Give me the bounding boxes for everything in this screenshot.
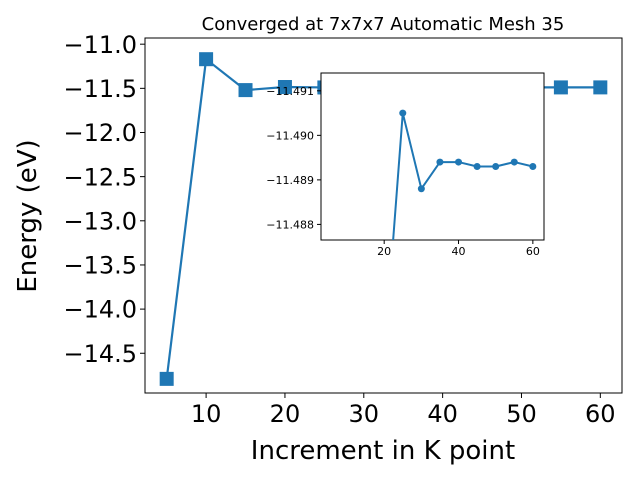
inset-data-point: [529, 163, 537, 171]
inset-plot-frame: [320, 72, 545, 241]
chart-title: Converged at 7x7x7 Automatic Mesh 35: [202, 14, 565, 35]
main-data-point: [593, 80, 608, 95]
inset-series-clip: [392, 109, 537, 240]
main-y-tick-label: −12.5: [63, 163, 137, 191]
inset-data-point: [399, 109, 407, 117]
inset-data-point: [492, 163, 500, 171]
main-y-ticks: −11.0 −11.5 −12.0 −12.5 −13.0 −13.5 −14.0 −14.5: [63, 31, 145, 368]
inset-y-ticks: −11.491 −11.490 −11.489 −11.488: [266, 85, 321, 231]
main-x-tick-label: 50: [506, 400, 537, 428]
inset-x-ticks: 20 40 60: [377, 240, 540, 258]
main-data-point: [238, 83, 253, 98]
main-x-ticks: 10 20 30 40 50 60: [191, 393, 616, 428]
inset-data-point: [417, 185, 425, 193]
inset-data-point: [436, 158, 444, 166]
main-x-tick-label: 40: [427, 400, 458, 428]
main-x-tick-label: 10: [191, 400, 222, 428]
main-data-point: [553, 80, 568, 95]
main-data-point: [199, 52, 214, 67]
inset-data-point: [510, 158, 518, 166]
main-y-tick-label: −11.5: [63, 75, 137, 103]
main-y-tick-label: −11.0: [63, 31, 137, 59]
inset-series: [392, 109, 537, 240]
inset-data-point: [473, 163, 481, 171]
inset-y-tick-label: −11.489: [266, 174, 314, 187]
main-y-tick-label: −13.5: [63, 252, 137, 280]
inset-x-tick-label: 60: [526, 245, 540, 258]
inset-y-tick-label: −11.488: [266, 218, 314, 231]
main-data-point: [277, 80, 292, 95]
inset-y-tick-label: −11.490: [266, 129, 314, 142]
main-y-tick-label: −14.0: [63, 296, 137, 324]
inset-x-tick-label: 20: [377, 245, 391, 258]
inset-x-tick-label: 40: [452, 245, 466, 258]
x-axis-label: Increment in K point: [251, 436, 515, 466]
main-y-tick-label: −14.5: [63, 340, 137, 368]
inset-y-tick-label: −11.491: [266, 85, 314, 98]
main-x-tick-label: 20: [270, 400, 301, 428]
main-x-tick-label: 60: [585, 400, 616, 428]
inset-plot: 20 40 60 −11.491 −11.490 −11.489 −11.488: [266, 72, 545, 258]
main-y-tick-label: −12.0: [63, 119, 137, 147]
y-axis-label: Energy (eV): [13, 139, 43, 292]
main-data-point: [159, 371, 174, 386]
main-x-tick-label: 30: [349, 400, 380, 428]
inset-data-point: [455, 158, 463, 166]
main-y-tick-label: −13.0: [63, 207, 137, 235]
